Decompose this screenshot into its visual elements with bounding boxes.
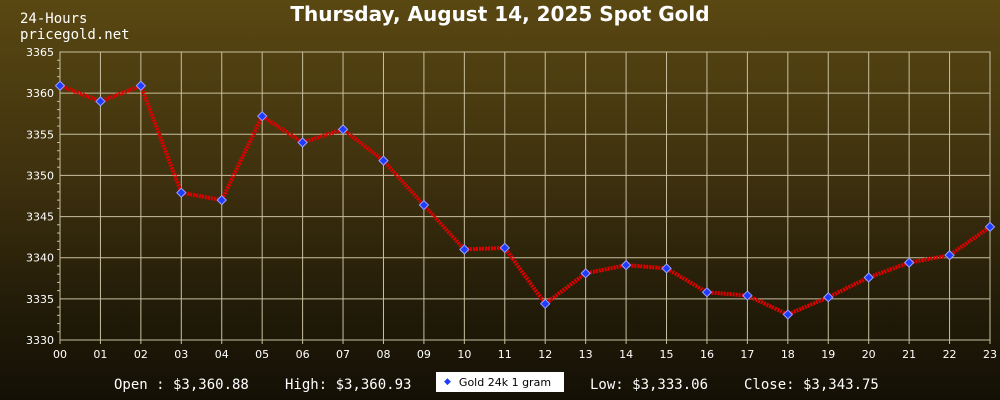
data-marker-layer xyxy=(54,80,996,320)
x-tick-label: 04 xyxy=(215,348,229,361)
data-point xyxy=(499,242,510,254)
data-point xyxy=(135,80,147,91)
data-point xyxy=(661,263,672,274)
data-point xyxy=(95,96,106,107)
x-tick-label: 21 xyxy=(902,348,916,361)
x-tick-label: 11 xyxy=(498,348,512,361)
data-point xyxy=(337,124,349,135)
y-tick-label: 3330 xyxy=(26,334,54,347)
y-tick-label: 3360 xyxy=(26,87,54,100)
x-tick-label: 10 xyxy=(457,348,471,361)
x-tick-label: 12 xyxy=(538,348,552,361)
x-tick-label: 01 xyxy=(93,348,107,361)
data-point xyxy=(944,250,955,261)
x-tick-label: 20 xyxy=(862,348,876,361)
x-tick-label: 08 xyxy=(376,348,390,361)
low-price: Low: $3,333.06 xyxy=(590,377,709,393)
data-point xyxy=(863,272,874,283)
data-point xyxy=(378,155,389,166)
x-tick-label: 19 xyxy=(821,348,835,361)
data-point xyxy=(176,187,187,198)
data-point xyxy=(620,259,632,271)
data-point xyxy=(903,257,915,268)
x-tick-label: 17 xyxy=(740,348,754,361)
x-tick-label: 14 xyxy=(619,348,633,361)
x-tick-label: 22 xyxy=(943,348,957,361)
data-point xyxy=(701,287,713,298)
data-point xyxy=(580,268,591,279)
x-tick-label: 00 xyxy=(53,348,67,361)
data-point xyxy=(782,309,794,320)
data-point xyxy=(297,137,308,148)
x-tick-label: 23 xyxy=(983,348,997,361)
series-line xyxy=(59,83,992,317)
y-tick-label: 3350 xyxy=(26,169,54,182)
series-line-layer xyxy=(59,83,992,317)
x-tick-label: 05 xyxy=(255,348,269,361)
price-stats: Open : $3,360.88 High: $3,360.93 Low: $3… xyxy=(0,377,1000,397)
x-tick-label: 15 xyxy=(660,348,674,361)
x-tick-label: 06 xyxy=(296,348,310,361)
y-tick-label: 3355 xyxy=(26,128,54,141)
x-tick-label: 03 xyxy=(174,348,188,361)
data-point xyxy=(216,194,227,206)
data-point xyxy=(540,298,551,310)
data-point xyxy=(418,199,430,211)
y-tick-label: 3345 xyxy=(26,211,54,224)
axis-layer: 3330 3335 3340 3345 3350 3355 3360 3365 00 01 02 03… xyxy=(26,46,997,361)
data-point xyxy=(823,292,834,303)
chart-legend: ◆ Gold 24k 1 gram xyxy=(436,372,564,392)
chart-title: Thursday, August 14, 2025 Spot Gold xyxy=(290,2,709,26)
x-tick-label: 18 xyxy=(781,348,795,361)
x-tick-label: 02 xyxy=(134,348,148,361)
data-point xyxy=(459,244,470,255)
y-tick-label: 3365 xyxy=(26,46,54,59)
open-price: Open : $3,360.88 xyxy=(114,377,249,393)
data-point xyxy=(742,290,753,301)
x-tick-label: 16 xyxy=(700,348,714,361)
range-label: 24-Hours xyxy=(20,11,87,27)
high-price: High: $3,360.93 xyxy=(285,377,412,393)
x-tick-label: 13 xyxy=(579,348,593,361)
source-label: pricegold.net xyxy=(20,27,130,43)
y-tick-label: 3340 xyxy=(26,252,54,265)
x-tick-label: 09 xyxy=(417,348,431,361)
data-point xyxy=(984,221,996,233)
x-tick-label: 07 xyxy=(336,348,350,361)
data-point xyxy=(54,80,66,91)
close-price: Close: $3,343.75 xyxy=(744,377,879,393)
y-tick-label: 3335 xyxy=(26,293,54,306)
data-point xyxy=(256,110,268,122)
legend-marker-icon: ◆ xyxy=(444,377,451,387)
legend-label: Gold 24k 1 gram xyxy=(458,375,552,389)
